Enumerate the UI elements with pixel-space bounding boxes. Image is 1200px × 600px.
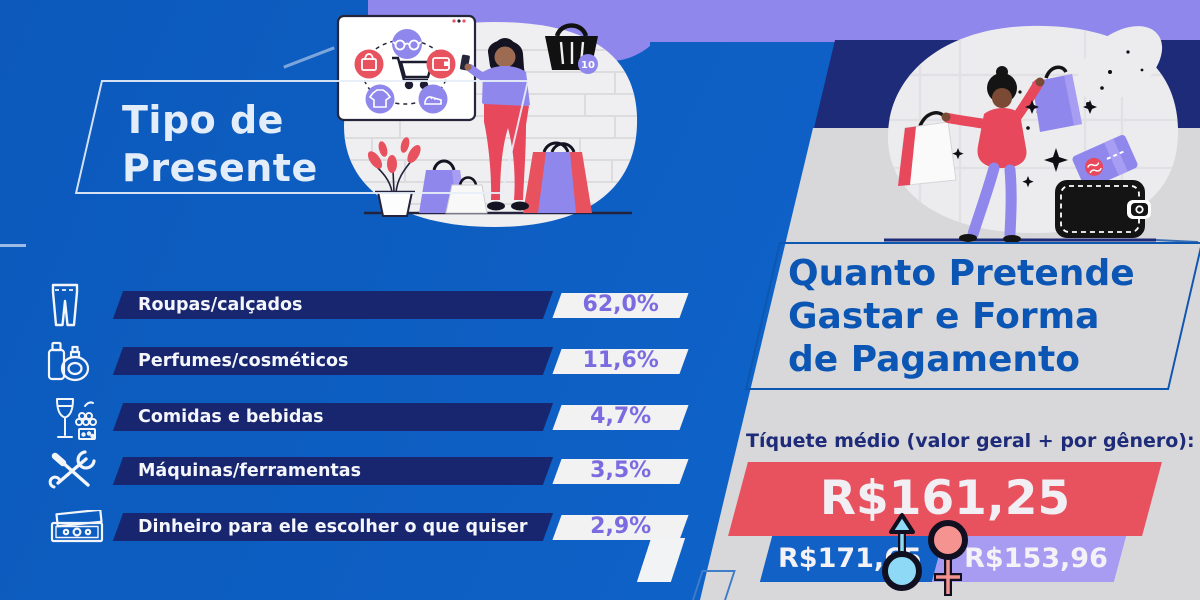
- value-text: 3,5%: [590, 458, 652, 483]
- tshirt-icon: [365, 84, 395, 114]
- value-text: 2,9%: [590, 514, 652, 539]
- egg-blob: [1077, 26, 1163, 102]
- wallet-icon: [426, 49, 456, 79]
- value-badge: 2,9%: [552, 514, 689, 540]
- window-dot-icon: [462, 19, 466, 23]
- red-shopping-bag-icon: [523, 141, 592, 213]
- category-label: Roupas/calçados: [138, 295, 303, 315]
- category-label: Dinheiro para ele escolher o que quiser: [138, 517, 528, 537]
- title-line: Presente: [122, 146, 318, 190]
- gender-symbols: [882, 513, 968, 596]
- gift-type-row: Perfumes/cosméticos 11,6%: [0, 341, 700, 403]
- pants-icon: [50, 282, 80, 332]
- white-shopping-bag-icon: [445, 176, 488, 214]
- bag-icon: [354, 49, 384, 79]
- food-drinks-icon: [52, 396, 98, 446]
- title-line: Tipo de: [122, 98, 284, 142]
- glasses-icon: [392, 29, 422, 59]
- money-icon: [50, 508, 106, 548]
- value-badge: 62,0%: [552, 292, 689, 318]
- presenter-woman: [459, 38, 530, 211]
- female-symbol-icon: [928, 520, 968, 596]
- category-bar: Dinheiro para ele escolher o que quiser: [112, 513, 554, 541]
- product-window: [336, 14, 477, 122]
- average-ticket-label: Tíquete médio (valor geral + por gênero)…: [746, 430, 1195, 452]
- spending-illustration: [884, 25, 1199, 243]
- gift-type-row: Dinheiro para ele escolher o que quiser …: [0, 508, 700, 569]
- value-badge: 4,7%: [552, 404, 689, 430]
- title-line: de Pagamento: [788, 339, 1080, 380]
- category-bar: Comidas e bebidas: [112, 403, 554, 431]
- window-dot-icon: [452, 19, 456, 23]
- category-label: Perfumes/cosméticos: [138, 351, 349, 371]
- value-text: 62,0%: [582, 292, 659, 317]
- category-label: Comidas e bebidas: [138, 407, 324, 427]
- value-badge: 11,6%: [552, 348, 689, 374]
- gift-type-row: Comidas e bebidas 4,7%: [0, 398, 700, 459]
- shopping-presentation-illustration: 10: [336, 0, 650, 227]
- category-label: Máquinas/ferramentas: [138, 461, 361, 481]
- category-bar: Máquinas/ferramentas: [112, 457, 554, 485]
- gift-type-row: Roupas/calçados 62,0%: [0, 283, 700, 347]
- tools-icon: [48, 450, 96, 496]
- sneaker-icon: [418, 84, 448, 114]
- shopper-person: [941, 66, 1045, 243]
- title-line: Quanto Pretende: [788, 253, 1135, 294]
- shopping-basket-icon: 10: [545, 23, 598, 74]
- value-badge: 3,5%: [552, 458, 689, 484]
- perfume-icon: [46, 341, 90, 387]
- gift-type-row: Máquinas/ferramentas 3,5%: [0, 450, 700, 513]
- decorative-line: [283, 46, 335, 69]
- window-dot-icon: [457, 19, 461, 23]
- cart-icon: [392, 56, 434, 90]
- wallet-big-icon: [1055, 180, 1151, 238]
- value-text: 11,6%: [582, 348, 659, 373]
- page-title-right: Quanto Pretende Gastar e Forma de Pagame…: [788, 252, 1188, 381]
- page-title-left: Tipo de Presente: [122, 96, 442, 192]
- title-line: Gastar e Forma: [788, 296, 1100, 337]
- purple-gift-bag-icon: [1032, 65, 1082, 132]
- credit-card-icon: [1072, 135, 1138, 189]
- category-bar: Roupas/calçados: [112, 291, 554, 319]
- white-gift-bag-icon: [897, 111, 957, 187]
- plant-icon: [367, 137, 421, 217]
- decorative-line: [0, 244, 26, 247]
- male-symbol-icon: [882, 513, 922, 591]
- value-text: 4,7%: [590, 404, 652, 429]
- sparkle-icons: [952, 100, 1097, 188]
- category-bar: Perfumes/cosméticos: [112, 347, 554, 375]
- basket-count-badge: 10: [581, 60, 595, 71]
